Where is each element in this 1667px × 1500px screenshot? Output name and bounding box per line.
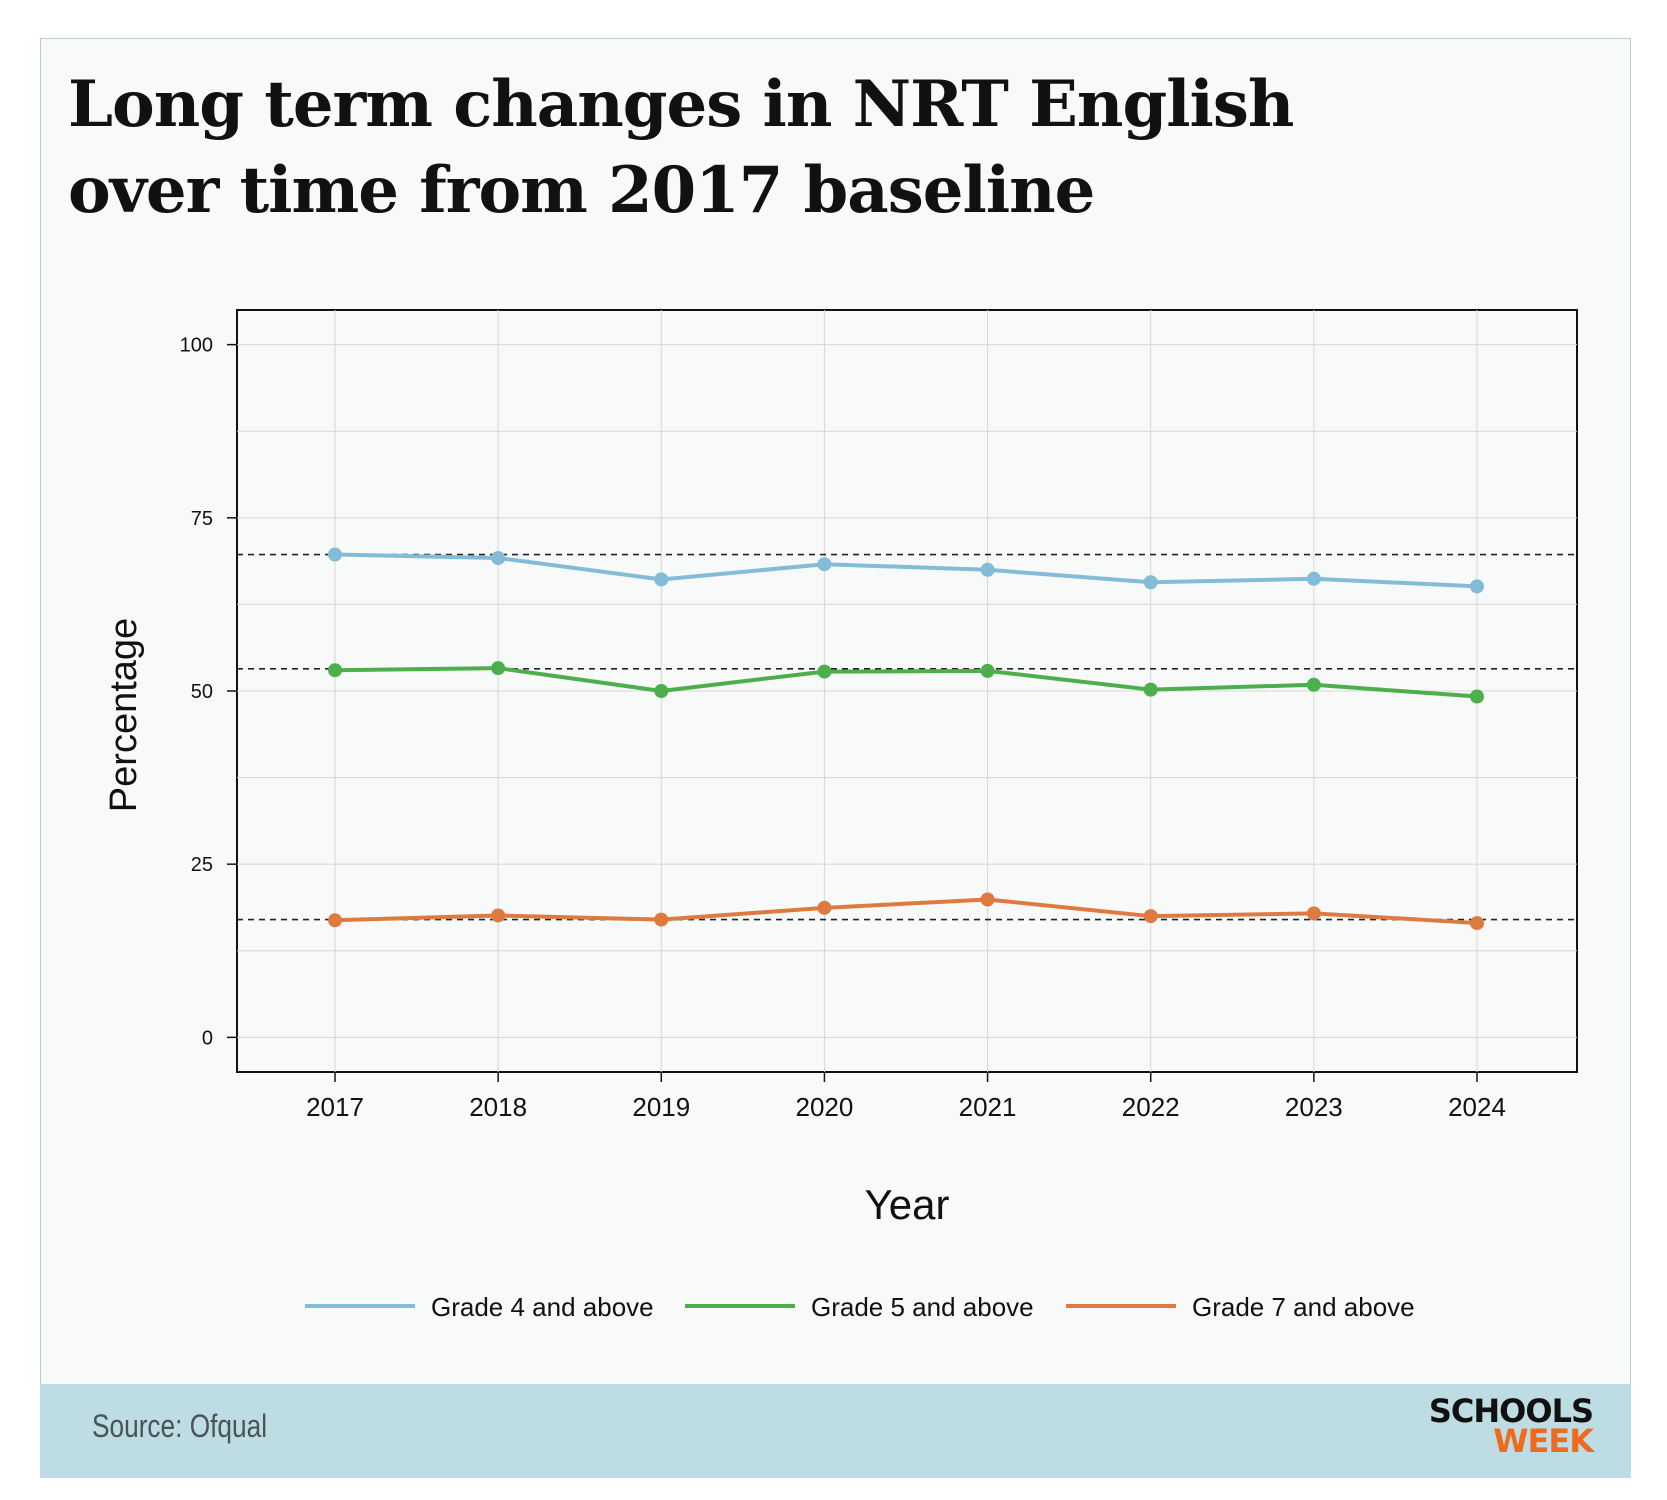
legend: Grade 4 and above Grade 5 and above Grade … bbox=[305, 1292, 1415, 1322]
data-point bbox=[980, 562, 995, 577]
title-line-1: Long term changes in NRT English bbox=[68, 67, 1294, 142]
series-line-2 bbox=[334, 666, 1478, 699]
y-tick-label: 50 bbox=[191, 681, 213, 703]
data-point bbox=[1143, 575, 1158, 590]
x-tick-label: 2022 bbox=[1122, 1092, 1180, 1122]
data-point bbox=[491, 908, 506, 923]
data-point bbox=[1143, 909, 1158, 924]
axis-ticks: 0 25 50 75 100 2017 2018 2019 2020 2021 2022 2023 20… bbox=[180, 335, 1506, 1122]
line-chart: 0 25 50 75 100 2017 2018 2019 2020 2021 2022 2023 20… bbox=[103, 309, 1578, 1322]
data-point bbox=[328, 913, 342, 928]
x-tick-label: 2019 bbox=[632, 1092, 690, 1122]
data-point bbox=[1306, 677, 1321, 692]
footer: Source: Ofqual SCHOOLS WEEK bbox=[40, 1384, 1631, 1478]
data-point bbox=[980, 892, 995, 907]
source-note: Source: Ofqual bbox=[92, 1408, 268, 1444]
chart-title: Long term changes in NRT English over ti… bbox=[68, 62, 1294, 234]
data-point bbox=[328, 663, 342, 678]
data-point bbox=[817, 900, 832, 915]
y-tick-label: 100 bbox=[180, 335, 213, 357]
data-point bbox=[817, 557, 832, 572]
legend-label: Grade 7 and above bbox=[1192, 1292, 1415, 1322]
logo-line-2: WEEK bbox=[1493, 1422, 1594, 1460]
data-point bbox=[654, 912, 669, 927]
y-axis-label: Percentage bbox=[103, 618, 145, 812]
data-point bbox=[1306, 571, 1321, 586]
series-lines bbox=[328, 547, 1484, 931]
data-point bbox=[1470, 689, 1484, 704]
series-line-1 bbox=[334, 552, 1478, 589]
legend-label: Grade 4 and above bbox=[431, 1292, 654, 1322]
x-tick-label: 2017 bbox=[306, 1092, 364, 1122]
data-point bbox=[817, 664, 832, 679]
data-point bbox=[491, 550, 506, 565]
data-point bbox=[328, 547, 342, 562]
y-tick-label: 75 bbox=[191, 508, 213, 530]
x-tick-label: 2018 bbox=[469, 1092, 527, 1122]
x-tick-label: 2023 bbox=[1285, 1092, 1343, 1122]
data-point bbox=[491, 661, 506, 676]
x-tick-label: 2021 bbox=[959, 1092, 1017, 1122]
x-tick-label: 2024 bbox=[1448, 1092, 1506, 1122]
data-point bbox=[1470, 579, 1484, 594]
logo-line-1: SCHOOLS bbox=[1428, 1392, 1594, 1430]
title-line-2: over time from 2017 baseline bbox=[68, 153, 1095, 228]
series-line-3 bbox=[334, 897, 1478, 926]
x-tick-label: 2020 bbox=[796, 1092, 854, 1122]
y-tick-label: 0 bbox=[202, 1027, 213, 1049]
data-point bbox=[1306, 906, 1321, 921]
legend-label: Grade 5 and above bbox=[811, 1292, 1034, 1322]
data-point bbox=[654, 684, 669, 698]
data-point bbox=[1143, 682, 1158, 697]
y-tick-label: 25 bbox=[191, 854, 213, 876]
x-axis-label: Year bbox=[865, 1181, 950, 1228]
data-point bbox=[980, 663, 995, 678]
data-point bbox=[1470, 916, 1484, 931]
schools-week-logo: SCHOOLS WEEK bbox=[1428, 1392, 1594, 1460]
data-point bbox=[654, 572, 669, 587]
